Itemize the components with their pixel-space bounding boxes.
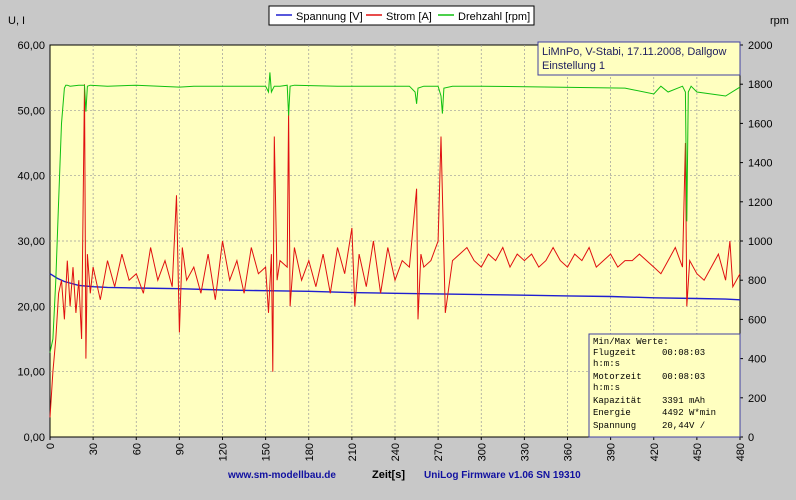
x-tick-label: 30 [88, 443, 100, 455]
left-tick-label: 60,00 [17, 40, 45, 52]
left-tick-label: 10,00 [17, 367, 45, 379]
right-tick-label: 1000 [748, 236, 772, 248]
legend-label-spannung: Spannung [V] [296, 11, 363, 23]
stats-kapazitaet-value: 3391 mAh [662, 396, 705, 406]
right-tick-label: 200 [748, 393, 766, 405]
legend: Spannung [V] Strom [A] Drehzahl [rpm] [268, 5, 535, 26]
legend-label-strom: Strom [A] [386, 11, 432, 23]
x-tick-label: 420 [649, 443, 661, 461]
info-line-1: LiMnPo, V-Stabi, 17.11.2008, Dallgow [542, 46, 727, 58]
stats-flugzeit-value: 00:08:03 [662, 348, 705, 358]
left-tick-labels: 0,00 10,00 20,00 30,00 40,00 50,00 60,00 [17, 40, 45, 444]
x-tick-label: 150 [261, 443, 273, 461]
stats-flugzeit-unit: h:m:s [593, 359, 620, 369]
stats-box: Min/Max Werte: Flugzeit 00:08:03 h:m:s M… [588, 333, 741, 438]
stats-kapazitaet-label: Kapazität [593, 396, 642, 406]
right-tick-label: 2000 [748, 40, 772, 52]
grid [49, 44, 743, 440]
left-tick-label: 0,00 [24, 432, 45, 444]
stats-title: Min/Max Werte: [593, 337, 669, 347]
legend-label-drehzahl: Drehzahl [rpm] [458, 11, 530, 23]
stats-energie-label: Energie [593, 408, 631, 418]
x-axis-label: Zeit[s] [372, 469, 405, 481]
x-tick-label: 120 [218, 443, 230, 461]
left-tick-label: 40,00 [17, 171, 45, 183]
series-line-spannung [49, 273, 741, 301]
right-tick-label: 800 [748, 275, 766, 287]
right-tick-label: 1600 [748, 118, 772, 130]
info-box: LiMnPo, V-Stabi, 17.11.2008, Dallgow Ein… [537, 41, 741, 76]
right-tick-label: 400 [748, 354, 766, 366]
stats-motorzeit-label: Motorzeit [593, 372, 642, 382]
series-group [49, 72, 741, 418]
x-tick-label: 180 [304, 443, 316, 461]
x-tick-label: 90 [174, 443, 186, 455]
stats-motorzeit-value: 00:08:03 [662, 372, 705, 382]
x-tick-label: 300 [476, 443, 488, 461]
series-line-drehzahl [49, 72, 741, 353]
x-tick-label: 390 [606, 443, 618, 461]
x-tick-label: 60 [131, 443, 143, 455]
right-axis-label: rpm [770, 15, 789, 27]
stats-flugzeit-label: Flugzeit [593, 348, 636, 358]
right-tick-label: 1800 [748, 79, 772, 91]
left-axis-label: U, I [8, 15, 25, 27]
right-tick-label: 1400 [748, 158, 772, 170]
stats-motorzeit-unit: h:m:s [593, 383, 620, 393]
stats-spannung-label: Spannung [593, 421, 636, 431]
right-tick-label: 0 [748, 432, 754, 444]
x-tick-label: 450 [692, 443, 704, 461]
x-tick-label: 0 [45, 443, 57, 449]
right-tick-label: 600 [748, 314, 766, 326]
footer-website: www.sm-modellbau.de [227, 470, 336, 481]
x-tick-labels: 0 30 60 90 120 150 180 210 240 270 300 330 360 390 420… [45, 443, 747, 461]
left-tick-label: 50,00 [17, 105, 45, 117]
x-tick-label: 270 [433, 443, 445, 461]
x-tick-label: 480 [735, 443, 747, 461]
x-tick-label: 360 [563, 443, 575, 461]
x-tick-label: 330 [519, 443, 531, 461]
series-line-strom [49, 84, 741, 418]
footer-firmware: UniLog Firmware v1.06 SN 19310 [424, 470, 581, 481]
stats-spannung-value: 20,44V / [662, 421, 705, 431]
right-tick-label: 1200 [748, 197, 772, 209]
right-tick-labels: 0 200 400 600 800 1000 1200 1400 1600 1800 2000 [748, 40, 772, 444]
left-tick-label: 20,00 [17, 301, 45, 313]
info-line-2: Einstellung 1 [542, 60, 605, 72]
x-tick-label: 210 [347, 443, 359, 461]
stats-energie-value: 4492 W*min [662, 408, 716, 418]
x-tick-label: 240 [390, 443, 402, 461]
left-tick-label: 30,00 [17, 236, 45, 248]
